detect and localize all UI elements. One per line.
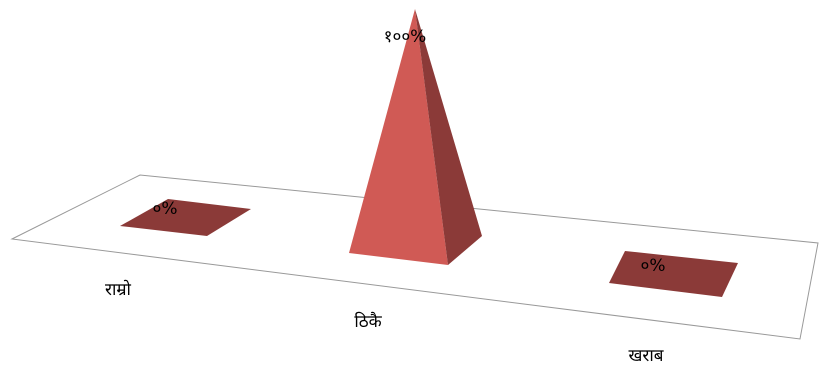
x-tick-label: ठिकै <box>354 311 382 332</box>
data-label: १००% <box>384 27 427 47</box>
x-tick-label: खराब <box>629 346 664 366</box>
pyramid-base <box>120 199 251 236</box>
pyramid <box>349 9 482 265</box>
data-label: ०% <box>153 199 178 219</box>
pyramid-base <box>609 251 738 297</box>
pyramid-side-face <box>415 9 482 265</box>
x-tick-label: राम्रो <box>105 279 132 300</box>
data-label: ०% <box>641 256 666 276</box>
